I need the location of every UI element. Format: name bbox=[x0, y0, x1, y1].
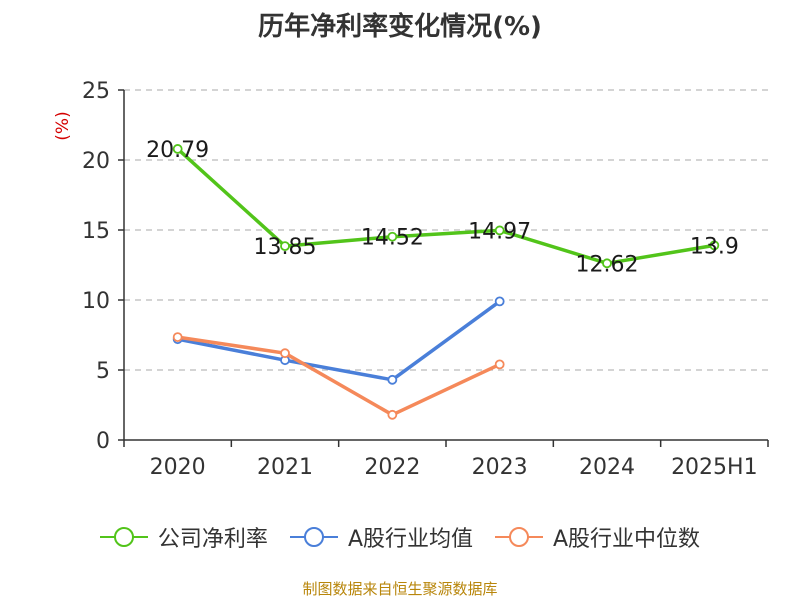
data-point bbox=[709, 240, 720, 251]
data-point bbox=[387, 409, 398, 420]
data-point bbox=[387, 374, 398, 385]
x-tick-label: 2022 bbox=[364, 455, 420, 480]
data-point bbox=[494, 296, 505, 307]
y-tick-label: 0 bbox=[96, 429, 110, 454]
x-tick-label: 2023 bbox=[472, 455, 528, 480]
y-tick-label: 25 bbox=[82, 79, 110, 104]
data-label: 12.62 bbox=[576, 252, 639, 277]
series-line bbox=[177, 299, 501, 382]
y-tick-label: 5 bbox=[96, 359, 110, 384]
series-layer bbox=[172, 144, 720, 420]
legend-label: A股行业中位数 bbox=[553, 527, 701, 552]
x-tick-label: 2020 bbox=[150, 455, 206, 480]
axes: 0 5 10 15 20 25 (%) 2020 2021 2022 2023 2024 2025H1 bbox=[53, 79, 769, 480]
legend: 公司净利率 A股行业均值 A股行业中位数 bbox=[0, 520, 800, 554]
legend-item: A股行业均值 bbox=[289, 521, 473, 553]
y-tick-label: 10 bbox=[82, 289, 110, 314]
data-label: 14.97 bbox=[468, 219, 531, 244]
data-point bbox=[387, 231, 398, 242]
series-line bbox=[176, 147, 715, 266]
y-tick-label: 20 bbox=[82, 149, 110, 174]
legend-marker-icon bbox=[99, 527, 148, 547]
legend-marker-icon bbox=[495, 527, 543, 547]
data-point bbox=[602, 258, 612, 269]
chart-title: 历年净利率变化情况(%) bbox=[258, 12, 542, 42]
grid-lines bbox=[124, 89, 768, 371]
legend-label: A股行业均值 bbox=[347, 527, 473, 552]
source-note: 制图数据来自恒生聚源数据库 bbox=[302, 580, 498, 598]
legend-item: 公司净利率 bbox=[99, 521, 268, 553]
x-tick-label: 2025H1 bbox=[671, 455, 758, 480]
legend-marker-icon bbox=[289, 527, 338, 547]
data-label: 14.52 bbox=[361, 226, 424, 251]
data-label: 13.85 bbox=[254, 235, 317, 260]
series-line bbox=[177, 335, 501, 417]
data-label: 13.9 bbox=[690, 234, 739, 259]
legend-label: 公司净利率 bbox=[157, 527, 268, 552]
data-point bbox=[494, 225, 505, 236]
data-point bbox=[280, 241, 290, 252]
x-tick-label: 2024 bbox=[579, 455, 635, 480]
data-point bbox=[172, 144, 183, 154]
x-tick-label: 2021 bbox=[257, 455, 313, 480]
legend-item: A股行业中位数 bbox=[495, 521, 700, 553]
y-tick-label: 15 bbox=[82, 219, 110, 244]
data-point bbox=[494, 359, 505, 370]
data-label: 20.79 bbox=[146, 138, 209, 163]
data-point bbox=[280, 348, 290, 359]
y-axis-label: (%) bbox=[53, 111, 73, 140]
data-point bbox=[172, 332, 183, 343]
data-labels: 20.79 13.85 14.52 14.97 12.62 13.9 bbox=[146, 138, 739, 277]
